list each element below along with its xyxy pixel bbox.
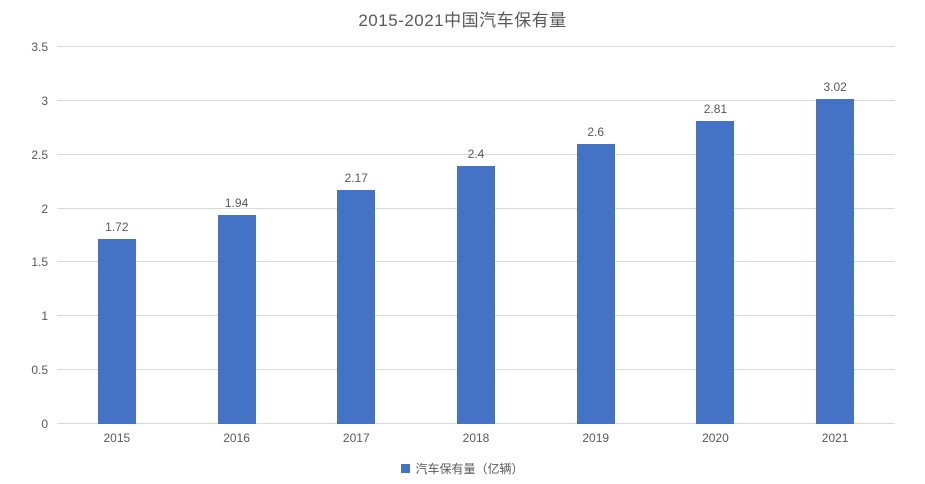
bar: 1.72 <box>97 220 136 424</box>
legend-marker-icon <box>401 464 411 473</box>
y-tick-label: 1 <box>41 309 48 324</box>
x-tick-label: 2016 <box>223 431 250 445</box>
x-tick-label: 2019 <box>582 431 610 445</box>
chart-title: 2015-2021中国汽车保有量 <box>358 11 567 30</box>
legend: 汽车保有量（亿辆） <box>0 460 925 477</box>
x-tick-label: 2018 <box>462 431 490 445</box>
x-tick-label: 2021 <box>821 431 849 445</box>
x-tick-label: 2015 <box>103 431 131 445</box>
bar-data-label: 2.6 <box>587 124 605 139</box>
y-tick-label: 3 <box>41 93 48 108</box>
bar-data-label: 3.02 <box>823 79 847 94</box>
gridline <box>57 99 895 101</box>
y-tick-label: 0.5 <box>31 363 48 378</box>
bar: 2.6 <box>576 125 615 424</box>
bar-data-label: 1.72 <box>105 219 129 234</box>
y-tick-label: 2.5 <box>31 147 48 162</box>
bar-data-label: 1.94 <box>224 196 249 211</box>
y-tick-label: 0 <box>41 417 48 431</box>
y-tick-label: 3.5 <box>31 40 48 54</box>
legend-label: 汽车保有量（亿辆） <box>415 462 524 476</box>
plot-area: 0 0.5 1 1.5 2 2.5 3 3.5 1.72 1.94 2.17 2.4 2.6 2.81 3… <box>31 40 895 445</box>
bar: 1.94 <box>217 196 256 424</box>
x-tick-label: 2020 <box>702 431 729 445</box>
y-tick-label: 2 <box>41 201 48 216</box>
bar-data-label: 2.4 <box>467 146 485 161</box>
bar-data-label: 2.81 <box>703 102 728 117</box>
y-tick-label: 1.5 <box>31 255 48 270</box>
bar: 2.4 <box>457 147 495 424</box>
bar: 3.02 <box>816 80 855 424</box>
bar: 2.81 <box>696 102 735 424</box>
x-tick-label: 2017 <box>342 431 370 445</box>
bar-data-label: 2.17 <box>344 171 368 186</box>
bar: 2.17 <box>337 171 376 424</box>
gridline <box>57 153 895 155</box>
gridline <box>57 46 895 47</box>
